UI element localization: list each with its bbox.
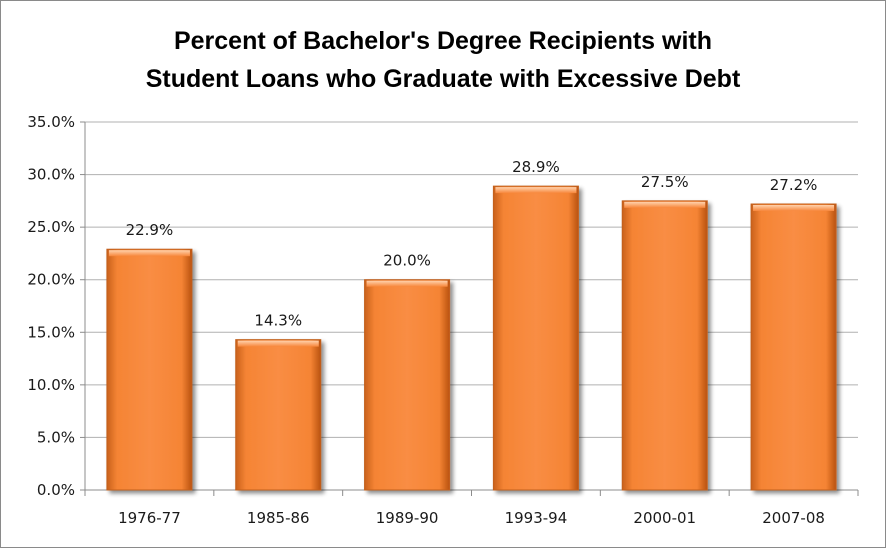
bar <box>106 248 193 491</box>
y-tick-label: 25.0% <box>27 218 75 236</box>
bar-body <box>106 248 193 491</box>
x-category-label: 1993-94 <box>505 509 568 527</box>
bar-body <box>621 200 708 491</box>
bar-body <box>492 185 579 491</box>
bar-body <box>750 203 837 491</box>
bar-bevel-top <box>624 201 706 208</box>
y-tick-label: 20.0% <box>27 271 75 289</box>
bar <box>750 203 837 491</box>
bars <box>106 185 837 491</box>
chart-title-line-1: Percent of Bachelor's Degree Recipients … <box>173 27 713 55</box>
x-category-label: 1989-90 <box>376 509 439 527</box>
data-label: 14.3% <box>254 312 302 330</box>
x-category-label: 2000-01 <box>633 509 696 527</box>
chart-title-line-2: Student Loans who Graduate with Excessiv… <box>145 65 741 93</box>
y-tick-label: 10.0% <box>27 376 75 394</box>
bar <box>492 185 579 491</box>
x-category-label: 2007-08 <box>762 509 825 527</box>
chart-title: Percent of Bachelor's Degree Recipients … <box>0 22 886 98</box>
axes <box>80 121 859 496</box>
x-category-label: 1976-77 <box>118 509 181 527</box>
x-category-label: 1985-86 <box>247 509 310 527</box>
bar-body <box>364 279 451 491</box>
gridlines <box>85 121 858 438</box>
y-tick-label: 35.0% <box>27 113 75 131</box>
data-label: 27.2% <box>770 176 818 194</box>
data-label: 22.9% <box>126 221 174 239</box>
bar <box>621 200 708 491</box>
data-label: 27.5% <box>641 173 689 191</box>
data-label: 20.0% <box>383 252 431 270</box>
y-tick-label: 5.0% <box>37 428 75 446</box>
bar-bevel-top <box>108 250 190 257</box>
bar <box>235 339 322 491</box>
bar-body <box>235 339 322 491</box>
y-tick-label: 15.0% <box>27 323 75 341</box>
bar-bevel-top <box>237 340 319 347</box>
labels: 0.0% 5.0% 10.0% 15.0% 20.0% 25.0% 30.0% 35.0% 22… <box>27 113 825 527</box>
y-tick-label: 0.0% <box>37 481 75 499</box>
bar-bevel-top <box>366 280 448 287</box>
bar-bevel-top <box>495 187 577 194</box>
data-label: 28.9% <box>512 158 560 176</box>
bar-bevel-top <box>753 205 835 212</box>
bar <box>364 279 451 491</box>
y-tick-label: 30.0% <box>27 166 75 184</box>
